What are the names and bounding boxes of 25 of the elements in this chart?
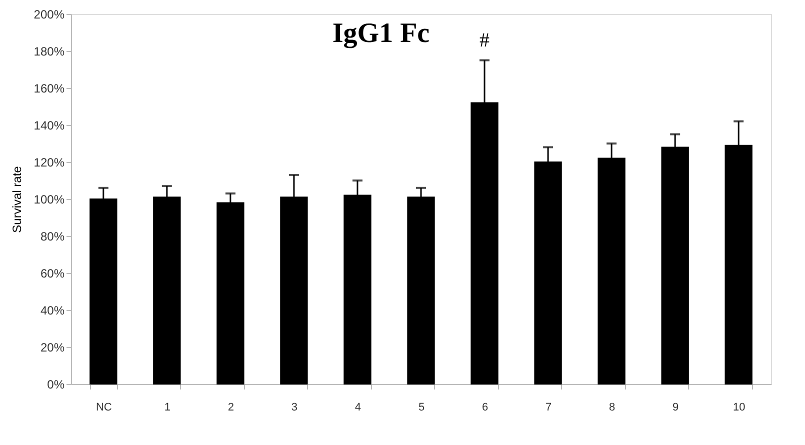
y-tick-label: 200% [34,8,65,22]
y-tick-label: 160% [34,82,65,96]
y-tick-label: 140% [34,118,65,132]
x-tick-label: 2 [228,402,234,414]
x-tick-label: 9 [672,402,679,414]
y-tick-label: 20% [40,340,65,354]
x-tick-label: 6 [482,402,488,414]
y-tick-label: 40% [40,304,65,318]
y-tick-label: 120% [34,156,65,170]
y-tick-label: 60% [40,266,65,280]
x-tick-label: 3 [291,402,298,414]
x-tick-label: 4 [354,402,362,414]
chart-title: IgG1 Fc [332,18,430,49]
y-tick-label: 180% [34,44,65,58]
y-tick-label: 80% [40,230,65,244]
x-tick-label: 5 [418,402,425,414]
x-tick-label: 7 [545,402,552,414]
x-tick-label: 8 [609,402,616,414]
y-axis-title: Survival rate [10,166,24,233]
annotation: # [480,29,490,52]
y-tick-label: 100% [34,192,65,206]
x-tick-label: NC [96,402,112,414]
x-tick-label: 1 [164,402,170,414]
y-tick-label: 0% [47,378,65,392]
x-tick-label: 10 [732,402,746,414]
